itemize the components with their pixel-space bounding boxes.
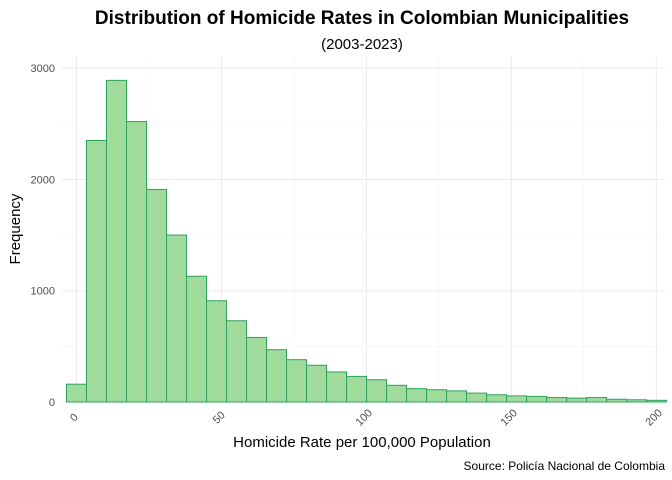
chart-subtitle: (2003-2023) xyxy=(321,36,403,53)
histogram-bar xyxy=(386,384,408,403)
histogram-bar xyxy=(546,397,568,403)
histogram-bar xyxy=(65,383,87,403)
y-tick-label: 3000 xyxy=(31,63,55,75)
x-tick-label: 200 xyxy=(643,407,664,428)
histogram-bar xyxy=(106,79,128,403)
histogram-bar xyxy=(626,399,648,403)
histogram-bar xyxy=(586,397,608,403)
histogram-bar xyxy=(506,395,528,403)
y-axis-title: Frequency xyxy=(7,193,24,264)
histogram-bar xyxy=(486,394,508,403)
x-tick-label: 100 xyxy=(354,407,375,428)
x-axis-ticks: 0 50 100 150 200 xyxy=(68,407,665,428)
chart-title: Distribution of Homicide Rates in Colomb… xyxy=(95,8,629,29)
histogram-bar xyxy=(85,139,108,403)
histogram-bar xyxy=(606,398,628,403)
histogram-bar xyxy=(646,399,668,403)
histogram-bar xyxy=(186,275,208,403)
histogram-bar xyxy=(226,320,248,403)
histogram-bar xyxy=(286,359,308,403)
histogram-bar xyxy=(326,371,348,403)
histogram-bar xyxy=(306,364,328,403)
histogram-bar xyxy=(406,388,428,403)
y-tick-label: 0 xyxy=(49,397,55,409)
y-tick-label: 2000 xyxy=(31,174,55,186)
y-tick-label: 1000 xyxy=(31,286,55,298)
histogram-bar xyxy=(246,336,268,403)
x-tick-label: 50 xyxy=(211,409,228,426)
histogram-bar xyxy=(146,188,168,403)
x-tick-label: 150 xyxy=(498,407,519,428)
histogram-bar xyxy=(466,392,488,403)
x-axis-title: Homicide Rate per 100,000 Population xyxy=(233,434,491,451)
histogram-bar xyxy=(426,389,448,403)
histogram-bar xyxy=(266,349,288,403)
y-axis-ticks: 0 1000 2000 3000 xyxy=(31,63,55,409)
histogram-bar xyxy=(366,379,388,403)
histogram-bar xyxy=(166,234,188,403)
histogram-bar xyxy=(126,121,148,403)
histogram-bar xyxy=(566,397,588,403)
histogram-bar xyxy=(206,300,228,403)
histogram-bar xyxy=(446,390,468,403)
histogram-bar xyxy=(346,375,368,403)
chart-caption: Source: Policía Nacional de Colombia xyxy=(464,459,666,473)
x-tick-label: 0 xyxy=(68,411,81,424)
histogram-bar xyxy=(526,395,548,403)
histogram-bars xyxy=(65,79,668,403)
